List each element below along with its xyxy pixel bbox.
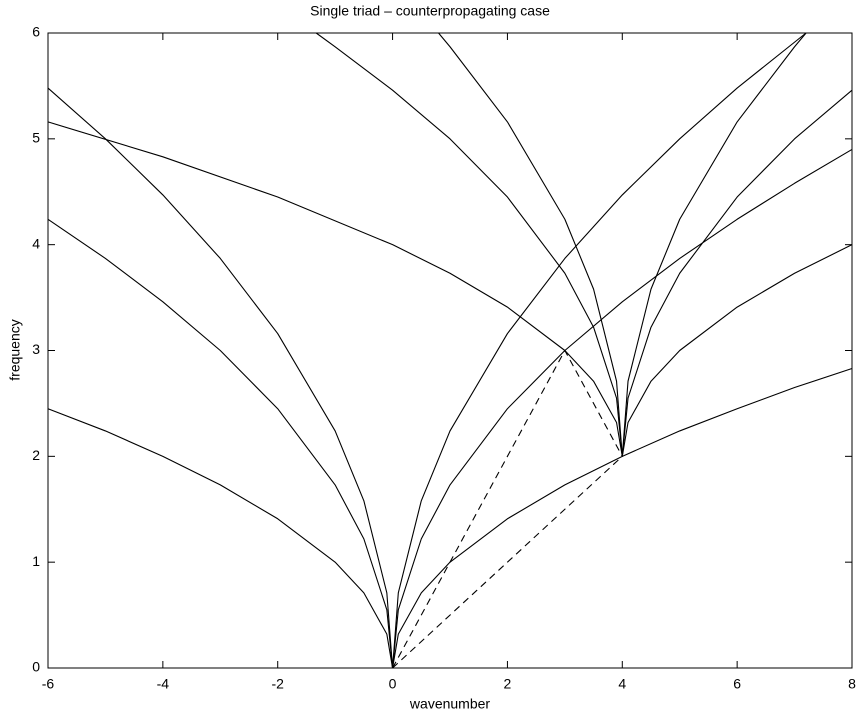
y-tick-label: 5 xyxy=(32,130,40,146)
x-tick-label: -6 xyxy=(42,676,55,692)
x-tick-label: -4 xyxy=(157,676,170,692)
y-tick-label: 2 xyxy=(32,447,40,463)
x-tick-label: 8 xyxy=(848,676,856,692)
dashed-line xyxy=(392,455,623,669)
curve xyxy=(438,32,807,457)
plot-frame xyxy=(47,32,853,669)
x-tick-label: 4 xyxy=(618,676,626,692)
y-tick-label: 4 xyxy=(32,235,40,251)
y-tick-label: 1 xyxy=(32,553,40,569)
x-tick-label: 6 xyxy=(733,676,741,692)
curve xyxy=(47,148,853,669)
curve xyxy=(47,367,853,669)
y-tick-label: 6 xyxy=(32,24,40,40)
x-axis-label: wavenumber xyxy=(409,696,490,712)
curve xyxy=(47,32,807,669)
dashed-line xyxy=(392,349,623,669)
y-axis-label: frequency xyxy=(7,319,23,380)
curve xyxy=(315,32,853,457)
x-tick-label: 2 xyxy=(504,676,512,692)
x-tick-label: -2 xyxy=(271,676,284,692)
curve xyxy=(47,121,853,457)
y-tick-label: 3 xyxy=(32,341,40,357)
x-tick-label: 0 xyxy=(389,676,397,692)
y-tick-label: 0 xyxy=(32,659,40,675)
chart-title: Single triad – counterpropagating case xyxy=(310,3,550,19)
